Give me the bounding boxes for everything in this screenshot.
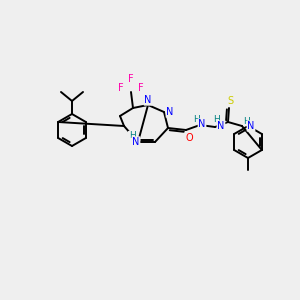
Text: N: N (198, 119, 206, 129)
Text: N: N (166, 107, 174, 117)
Text: H: H (194, 115, 200, 124)
Text: O: O (185, 133, 193, 143)
Text: F: F (128, 74, 134, 84)
Text: N: N (217, 121, 225, 131)
Text: F: F (138, 83, 144, 93)
Text: H: H (129, 131, 135, 140)
Text: N: N (144, 95, 152, 105)
Text: H: H (244, 116, 250, 125)
Text: N: N (132, 137, 140, 147)
Text: H: H (214, 116, 220, 124)
Text: S: S (227, 96, 233, 106)
Text: F: F (118, 83, 124, 93)
Text: N: N (247, 121, 255, 131)
